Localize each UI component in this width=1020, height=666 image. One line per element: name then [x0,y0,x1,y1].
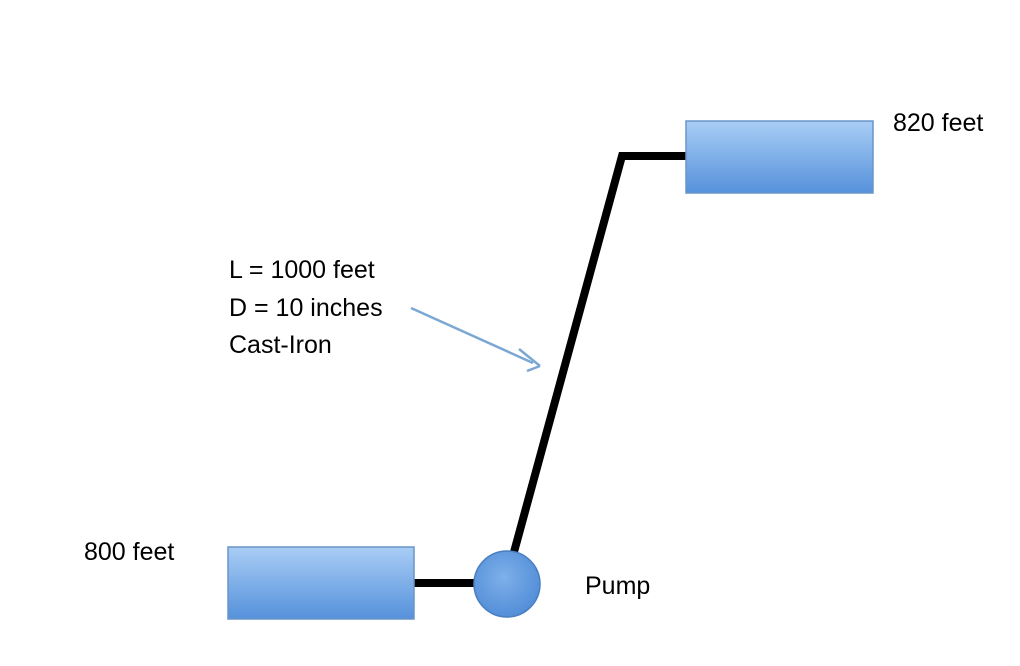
discharge-pipe [510,152,687,554]
lower-tank-elevation-label: 800 feet [84,538,175,566]
pipe-length-label: L = 1000 feet [229,256,375,284]
pipe-diameter-label: D = 10 inches [229,293,383,322]
pipe-material-label: Cast-Iron [229,331,332,359]
pump-circle [473,550,541,618]
upper-tank-elevation-label: 820 feet [893,109,984,137]
lower-tank [227,546,415,620]
annotation-arrow [410,306,541,373]
pipe-spec-annotation: L = 1000 feet D = 10 inches Cast-Iron [229,258,383,371]
pump-label: Pump [585,572,651,600]
upper-tank [685,120,874,194]
